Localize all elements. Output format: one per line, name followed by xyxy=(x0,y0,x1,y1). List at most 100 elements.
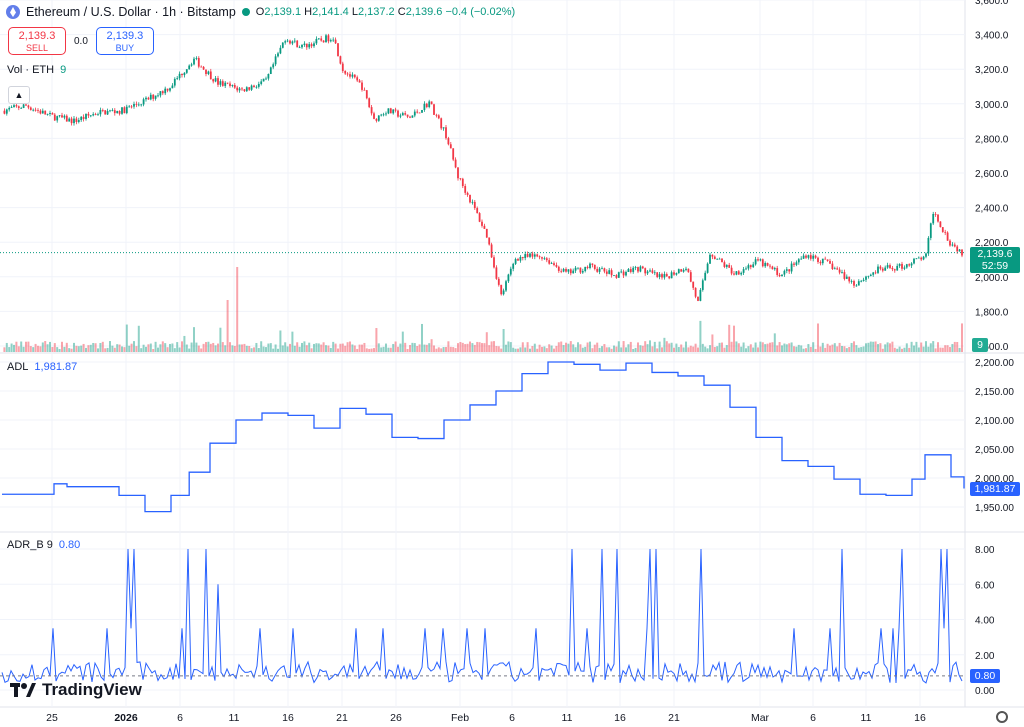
price-tick-label: 3,000.0 xyxy=(975,100,1009,111)
volume-bar xyxy=(121,346,123,352)
volume-bar xyxy=(291,331,294,352)
volume-bar xyxy=(154,341,157,352)
candle-body xyxy=(884,267,887,271)
symbol-title[interactable]: Ethereum / U.S. Dollar · 1h · Bitstamp xyxy=(26,5,236,19)
adl-legend[interactable]: ADL 1,981.87 xyxy=(7,361,78,373)
candle-body xyxy=(781,274,783,277)
candle-body xyxy=(133,103,135,107)
volume-bar xyxy=(716,346,719,352)
volume-bar xyxy=(533,343,536,352)
volume-bar xyxy=(380,347,383,352)
candle-body xyxy=(310,44,313,47)
candle-body xyxy=(51,112,54,115)
candle-body xyxy=(97,114,99,116)
candle-body xyxy=(512,263,515,269)
volume-bar xyxy=(457,343,459,352)
volume-bar xyxy=(622,341,625,352)
volume-bar xyxy=(759,341,762,352)
candle-body xyxy=(687,268,690,273)
volume-bar xyxy=(473,344,476,352)
candle-body xyxy=(176,78,179,79)
candle-body xyxy=(113,110,116,114)
volume-bar xyxy=(385,343,387,352)
volume-bar xyxy=(809,346,812,352)
volume-bar xyxy=(584,346,587,352)
candle-body xyxy=(291,41,294,44)
candle-body xyxy=(121,107,123,114)
volume-bar xyxy=(289,343,291,352)
volume-bar xyxy=(109,341,111,352)
volume-bar xyxy=(778,342,781,352)
volume-legend[interactable]: Vol · ETH 9 xyxy=(7,64,67,76)
candle-body xyxy=(917,257,920,259)
candle-body xyxy=(937,214,939,222)
volume-bar xyxy=(526,342,529,352)
candle-body xyxy=(145,97,147,100)
volume-bar xyxy=(922,346,925,352)
buy-button[interactable]: 2,139.3 BUY xyxy=(95,27,154,55)
candle-body xyxy=(550,263,553,265)
volume-bar xyxy=(879,343,882,352)
candle-body xyxy=(572,270,575,274)
candle-body xyxy=(22,104,25,108)
candle-body xyxy=(651,270,654,273)
candle-body xyxy=(833,268,836,270)
candle-body xyxy=(447,138,450,145)
candle-body xyxy=(497,278,500,285)
candle-body xyxy=(896,265,899,271)
volume-bar xyxy=(241,344,243,352)
candle-body xyxy=(869,274,872,276)
volume-bar xyxy=(572,344,575,352)
candle-body xyxy=(776,268,779,275)
volume-bar xyxy=(745,348,747,352)
volume-bar xyxy=(118,344,121,352)
volume-bar xyxy=(579,344,582,352)
candle-body xyxy=(557,266,560,271)
volume-bar xyxy=(356,348,359,352)
candle-body xyxy=(574,267,577,271)
volume-bar xyxy=(255,342,258,352)
candle-body xyxy=(255,86,258,88)
candle-body xyxy=(521,256,524,259)
candle-body xyxy=(17,106,20,108)
candle-body xyxy=(745,268,747,270)
ethereum-icon xyxy=(6,5,20,19)
candle-body xyxy=(629,269,632,272)
price-tick-label: 2,000.0 xyxy=(975,273,1009,284)
volume-bar xyxy=(941,347,944,352)
volume-bar xyxy=(253,347,255,352)
spread-value: 0.0 xyxy=(74,35,88,47)
time-tick-label: 21 xyxy=(336,712,348,724)
candle-body xyxy=(250,85,253,90)
candle-body xyxy=(569,269,572,274)
tradingview-logo[interactable]: TradingView xyxy=(10,680,142,700)
adl-tick-label: 1,950.00 xyxy=(975,503,1014,514)
volume-bar xyxy=(658,341,661,352)
adl-line xyxy=(2,361,965,513)
candle-body xyxy=(281,42,284,48)
volume-bar xyxy=(161,341,164,352)
price-tick-label: 2,600.0 xyxy=(975,169,1009,180)
collapse-legend-icon[interactable]: ▲ xyxy=(8,86,30,104)
sell-button[interactable]: 2,139.3 SELL xyxy=(8,27,66,55)
volume-bar xyxy=(406,348,409,352)
volume-bar xyxy=(164,343,167,352)
volume-bar xyxy=(125,324,128,352)
candle-body xyxy=(788,269,791,272)
settings-gear-icon[interactable] xyxy=(996,711,1008,723)
candle-body xyxy=(166,88,169,91)
candle-body xyxy=(814,255,817,258)
volume-bar xyxy=(15,341,18,352)
adrb-legend[interactable]: ADR_B 9 0.80 xyxy=(7,539,81,551)
volume-bar xyxy=(721,342,723,352)
candle-body xyxy=(433,104,435,115)
candle-body xyxy=(793,263,795,265)
volume-bar xyxy=(82,343,85,352)
volume-bar xyxy=(740,346,743,352)
candle-body xyxy=(637,267,639,272)
volume-bar xyxy=(682,347,685,352)
volume-bar xyxy=(644,341,647,352)
candle-body xyxy=(346,73,349,75)
volume-bar xyxy=(730,341,733,352)
